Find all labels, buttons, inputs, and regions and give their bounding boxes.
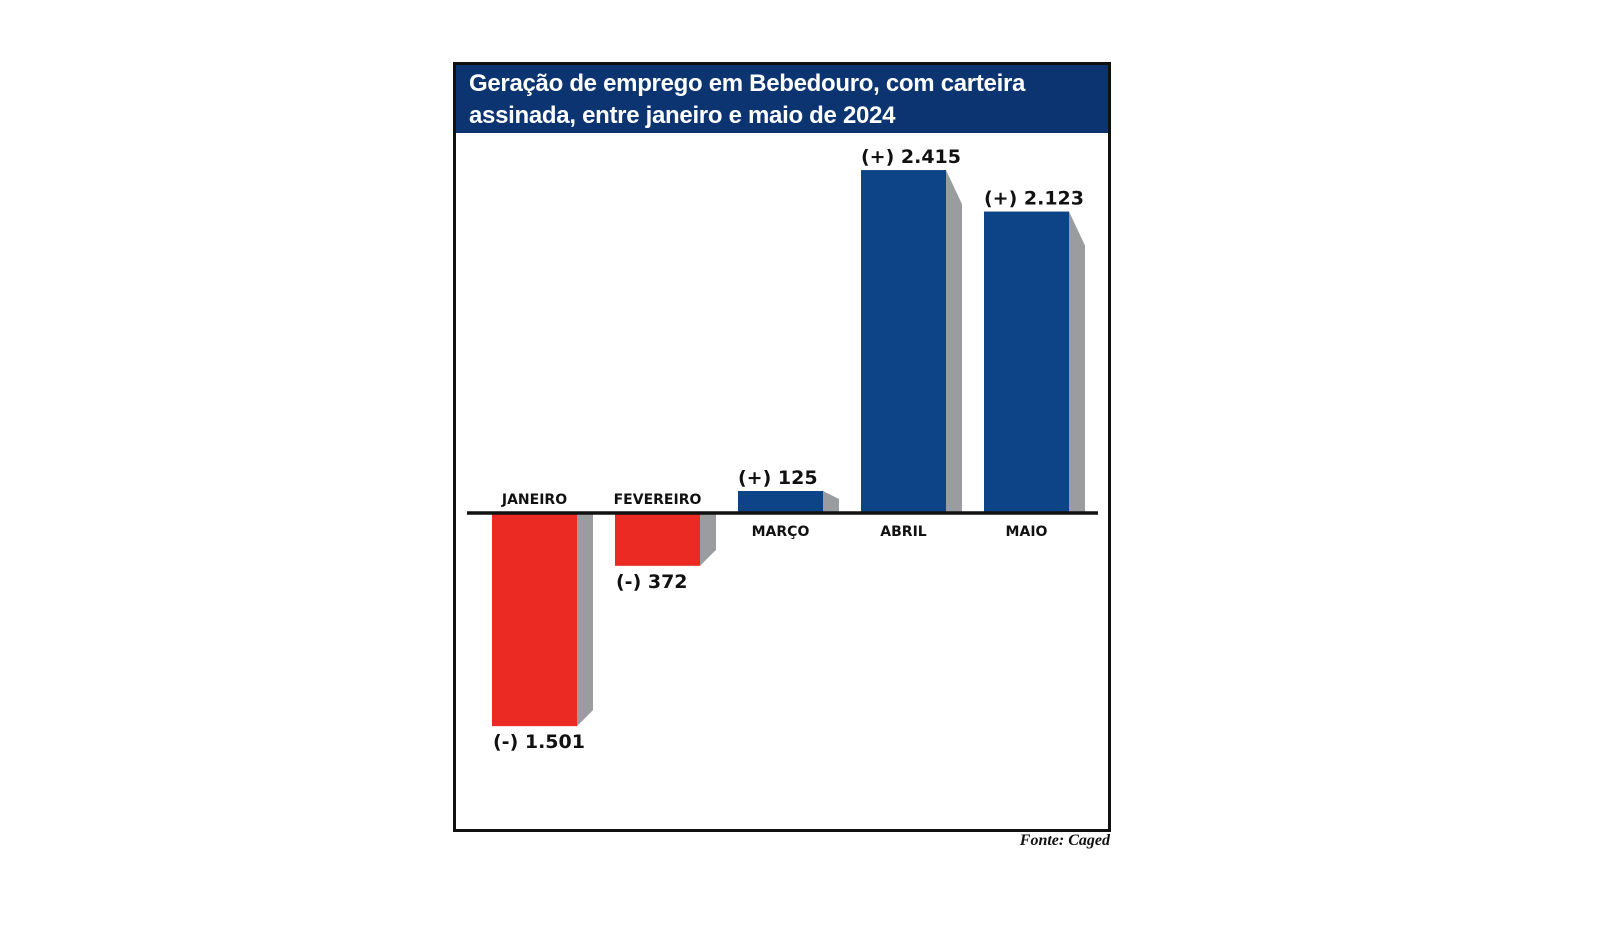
- source-note: Fonte: Caged: [1019, 832, 1110, 849]
- bar: [492, 513, 577, 727]
- data-label: (+) 125: [738, 467, 818, 489]
- data-label: (-) 372: [616, 571, 688, 593]
- bar-shadow: [823, 491, 839, 513]
- data-label: (-) 1.501: [493, 731, 585, 753]
- bar: [984, 211, 1069, 513]
- bar: [615, 513, 700, 566]
- bar-shadow: [946, 170, 962, 513]
- category-label: MAIO: [1006, 524, 1048, 540]
- category-label: MARÇO: [752, 524, 810, 540]
- bar: [861, 170, 946, 513]
- category-label: FEVEREIRO: [614, 492, 702, 508]
- bar: [738, 491, 823, 513]
- bar-shadow: [1069, 211, 1085, 513]
- category-label: ABRIL: [880, 524, 926, 540]
- category-label: JANEIRO: [501, 492, 567, 508]
- bar-shadow: [700, 513, 716, 566]
- chart-title: Geração de emprego em Bebedouro, com car…: [469, 70, 1026, 129]
- bar-shadow: [577, 513, 593, 727]
- chart-header: Geração de emprego em Bebedouro, com car…: [456, 65, 1108, 133]
- data-label: (+) 2.415: [861, 146, 961, 168]
- data-label: (+) 2.123: [984, 188, 1084, 210]
